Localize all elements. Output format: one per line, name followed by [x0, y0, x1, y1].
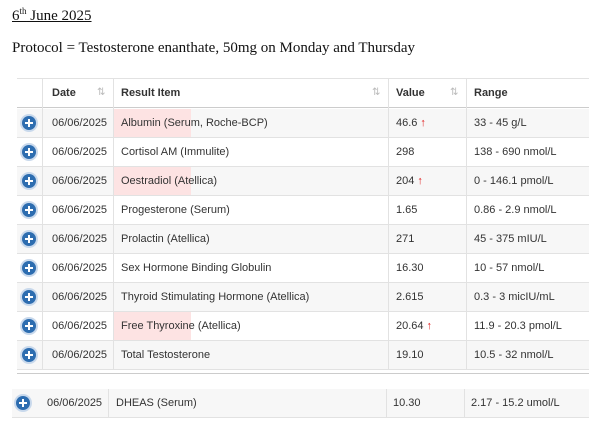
cell-range: 10 - 57 nmol/L — [474, 262, 545, 274]
cell-range: 33 - 45 g/L — [474, 117, 527, 129]
high-arrow: ↑ — [420, 117, 426, 129]
cell-value: 204 ↑ — [396, 175, 423, 187]
cell-value: 16.30 — [396, 262, 424, 274]
cell-range: 45 - 375 mIU/L — [474, 233, 547, 245]
expand-button[interactable] — [22, 348, 36, 362]
column-separator — [113, 79, 114, 370]
cell-value: 19.10 — [396, 349, 424, 361]
high-flag-bg — [113, 312, 191, 340]
high-flag-bg — [113, 109, 191, 137]
expand-button[interactable] — [22, 232, 36, 246]
column-separator — [466, 79, 467, 370]
cell-item: Albumin (Serum, Roche-BCP) — [121, 117, 268, 129]
cell-value: 271 — [396, 233, 415, 245]
result-row — [17, 196, 589, 225]
month-year: June 2025 — [26, 8, 92, 24]
high-arrow: ↑ — [417, 175, 423, 187]
cell-range: 11.9 - 20.3 pmol/L — [474, 320, 562, 332]
column-header[interactable]: Result Item — [121, 87, 181, 99]
high-arrow: ↑ — [426, 320, 433, 332]
column-header[interactable]: Range — [474, 87, 508, 99]
cell-item: Sex Hormone Binding Globulin — [121, 262, 272, 274]
extra-table: 06/06/2025 DHEAS (Serum) 10.30 2.17 - 15.2 … — [12, 389, 589, 419]
expand-button[interactable] — [22, 319, 36, 333]
sort-icon: ⇅ — [450, 87, 459, 98]
column-header[interactable]: Value — [396, 87, 425, 99]
day-suffix: th — [19, 6, 27, 16]
cell-range: 0 - 146.1 pmol/L — [474, 175, 554, 187]
cell-date: 06/06/2025 — [52, 117, 108, 129]
result-row — [17, 138, 589, 167]
expand-button[interactable] — [22, 145, 36, 159]
cell-value: 46.6 ↑ — [396, 117, 426, 129]
expand-button[interactable] — [22, 261, 36, 275]
result-row — [17, 283, 589, 312]
date-heading: 6th June 2025 — [12, 6, 92, 25]
day: 6 — [12, 8, 20, 24]
cell-range: 0.3 - 3 micIU/mL — [474, 291, 555, 303]
cell-date: 06/06/2025 — [52, 320, 108, 332]
cell-item: Free Thyroxine (Atellica) — [121, 320, 241, 332]
cell-date: 06/06/2025 — [47, 397, 103, 409]
cell-date: 06/06/2025 — [52, 204, 108, 216]
cell-item: Progesterone (Serum) — [121, 204, 230, 216]
cell-date: 06/06/2025 — [52, 175, 108, 187]
cell-date: 06/06/2025 — [52, 262, 108, 274]
result-row — [17, 225, 589, 254]
cell-value: 298 — [396, 146, 415, 158]
high-flag-bg — [113, 167, 191, 195]
cell-range: 10.5 - 32 nmol/L — [474, 349, 554, 361]
cell-item: Thyroid Stimulating Hormone (Atellica) — [121, 291, 310, 303]
column-separator — [386, 389, 387, 418]
cell-date: 06/06/2025 — [52, 233, 108, 245]
result-row — [17, 109, 589, 138]
header-row — [17, 79, 589, 108]
sort-icon: ⇅ — [372, 87, 381, 98]
cell-range: 0.86 - 2.9 nmol/L — [474, 204, 557, 216]
expand-button[interactable] — [22, 116, 36, 130]
column-separator — [464, 389, 465, 418]
expand-button[interactable] — [16, 396, 30, 410]
column-separator — [108, 389, 109, 418]
cell-item: Total Testosterone — [121, 349, 211, 361]
column-separator — [388, 79, 389, 370]
cell-date: 06/06/2025 — [52, 349, 108, 361]
column-header[interactable]: Date — [52, 87, 76, 99]
table-divider — [17, 373, 589, 374]
expand-button[interactable] — [22, 203, 36, 217]
expand-button[interactable] — [22, 174, 36, 188]
cell-date: 06/06/2025 — [52, 291, 108, 303]
column-separator — [42, 79, 43, 370]
sort-icon: ⇅ — [97, 87, 106, 98]
cell-item: Prolactin (Atellica) — [121, 233, 210, 245]
cell-value: 2.615 — [396, 291, 424, 303]
cell-item: DHEAS (Serum) — [116, 397, 197, 409]
cell-item: Cortisol AM (Immulite) — [121, 146, 230, 158]
result-row — [17, 341, 589, 370]
cell-value: 10.30 — [393, 397, 421, 409]
cell-range: 138 - 690 nmol/L — [474, 146, 557, 158]
result-row — [17, 312, 589, 341]
result-row — [17, 254, 589, 283]
cell-value: 1.65 — [396, 204, 418, 216]
expand-button[interactable] — [22, 290, 36, 304]
cell-item: Oestradiol (Atellica) — [121, 175, 217, 187]
result-row — [17, 167, 589, 196]
cell-value: 20.64 ↑ — [396, 320, 433, 332]
cell-date: 06/06/2025 — [52, 146, 108, 158]
results-table: Date ⇅ Result Item ⇅ Value ⇅ Range 06/06/2025 Al… — [17, 78, 589, 371]
cell-range: 2.17 - 15.2 umol/L — [471, 397, 560, 409]
protocol: Protocol = Testosterone enanthate, 50mg … — [12, 40, 416, 56]
